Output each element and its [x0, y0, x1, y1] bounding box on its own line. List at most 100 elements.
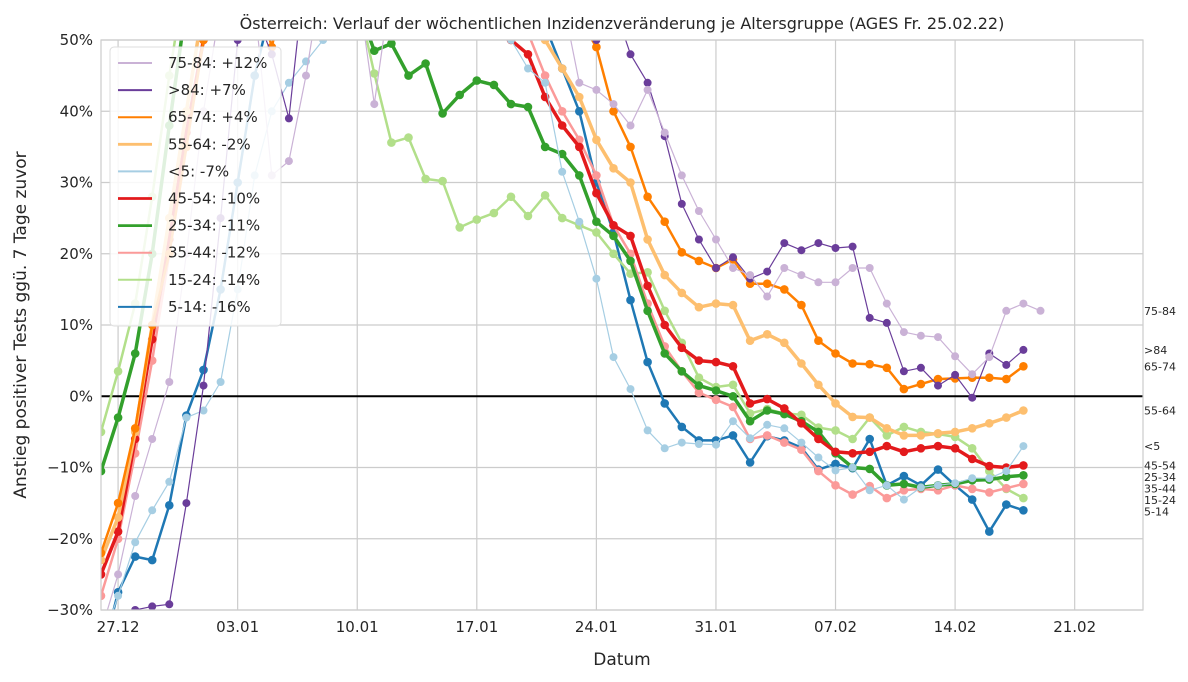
- data-point: [916, 379, 926, 389]
- data-point: [541, 0, 550, 9]
- data-point: [182, 0, 191, 9]
- data-point: [101, 466, 106, 476]
- series-end-labels: 75-84 >84 65-74 55-64 <5 45-5425-3435-4415-24…: [1144, 305, 1176, 519]
- data-point: [165, 477, 174, 486]
- data-point: [831, 466, 840, 475]
- x-tick-label: 31.01: [694, 618, 737, 636]
- data-point: [113, 413, 123, 422]
- data-point: [421, 174, 430, 184]
- data-point: [148, 435, 157, 443]
- data-point: [268, 0, 277, 9]
- x-tick-label: 21.02: [1053, 618, 1096, 636]
- data-point: [609, 353, 618, 362]
- data-point: [626, 385, 635, 394]
- data-point: [831, 481, 840, 490]
- data-point: [934, 381, 942, 390]
- data-point: [677, 199, 686, 208]
- data-point: [677, 438, 686, 447]
- data-point: [130, 552, 140, 561]
- legend-label: 75-84: +12%: [168, 54, 267, 72]
- data-point: [199, 0, 208, 9]
- data-point: [540, 142, 550, 152]
- data-point: [609, 100, 618, 109]
- data-point: [455, 223, 465, 232]
- data-point: [780, 424, 789, 433]
- data-point: [284, 78, 293, 87]
- data-point: [233, 0, 242, 2]
- data-point: [797, 359, 806, 368]
- data-point: [745, 458, 755, 467]
- legend-item: 55-64: -2%: [118, 135, 251, 153]
- data-point: [967, 495, 977, 504]
- y-tick-label: −20%: [47, 530, 93, 548]
- legend-item: 45-54: -10%: [118, 190, 260, 208]
- data-point: [1002, 483, 1011, 493]
- data-point: [336, 0, 344, 1]
- data-point: [694, 440, 703, 448]
- data-point: [1036, 306, 1045, 315]
- x-tick-label: 27.12: [97, 618, 140, 636]
- data-point: [1019, 479, 1028, 489]
- data-point: [490, 0, 499, 2]
- data-point: [438, 109, 447, 118]
- data-point: [780, 285, 789, 294]
- data-point: [814, 466, 823, 476]
- data-point: [762, 279, 772, 289]
- data-point: [165, 378, 174, 386]
- data-point: [763, 292, 772, 301]
- data-point: [814, 427, 823, 437]
- data-point: [694, 207, 703, 215]
- data-point: [848, 359, 857, 368]
- data-point: [677, 171, 686, 180]
- data-point: [797, 271, 806, 280]
- data-point: [131, 606, 140, 610]
- data-point: [950, 427, 960, 437]
- data-point: [524, 0, 533, 9]
- chart-title: Österreich: Verlauf der wöchentlichen In…: [240, 14, 1005, 33]
- data-point: [302, 71, 310, 80]
- data-point: [472, 76, 482, 85]
- y-tick-label: −30%: [47, 601, 93, 619]
- series-end-label: 25-34: [1144, 471, 1176, 484]
- data-point: [660, 217, 669, 226]
- data-point: [797, 410, 806, 420]
- data-point: [643, 78, 652, 87]
- data-point: [951, 370, 960, 379]
- data-point: [113, 498, 123, 508]
- data-point: [711, 299, 721, 308]
- data-point: [199, 406, 208, 415]
- legend-label: 5-14: -16%: [168, 298, 251, 316]
- data-point: [592, 85, 601, 94]
- data-point: [165, 501, 174, 510]
- data-point: [387, 0, 396, 2]
- data-point: [113, 367, 123, 376]
- series-end-label: 35-44: [1144, 482, 1176, 495]
- data-point: [933, 429, 943, 438]
- data-point: [182, 499, 191, 508]
- data-point: [746, 271, 755, 280]
- data-point: [1002, 500, 1011, 509]
- data-point: [592, 135, 601, 145]
- data-point: [728, 431, 738, 440]
- data-point: [933, 374, 943, 384]
- data-point: [660, 306, 669, 316]
- legend-label: 65-74: +4%: [168, 108, 258, 126]
- legend-item: 75-84: +12%: [118, 54, 267, 72]
- x-tick-label: 14.02: [934, 618, 977, 636]
- data-point: [439, 0, 447, 1]
- data-point: [387, 0, 395, 1]
- data-point: [899, 328, 908, 337]
- data-point: [507, 0, 516, 9]
- data-point: [916, 483, 925, 492]
- data-point: [575, 142, 584, 152]
- legend-label: >84: +7%: [168, 81, 246, 99]
- data-point: [848, 434, 857, 444]
- data-point: [473, 0, 481, 8]
- data-point: [985, 373, 994, 383]
- data-point: [677, 288, 687, 298]
- data-point: [370, 100, 379, 109]
- data-point: [934, 481, 942, 490]
- data-point: [456, 0, 464, 1]
- data-point: [882, 481, 891, 490]
- data-point: [404, 71, 413, 80]
